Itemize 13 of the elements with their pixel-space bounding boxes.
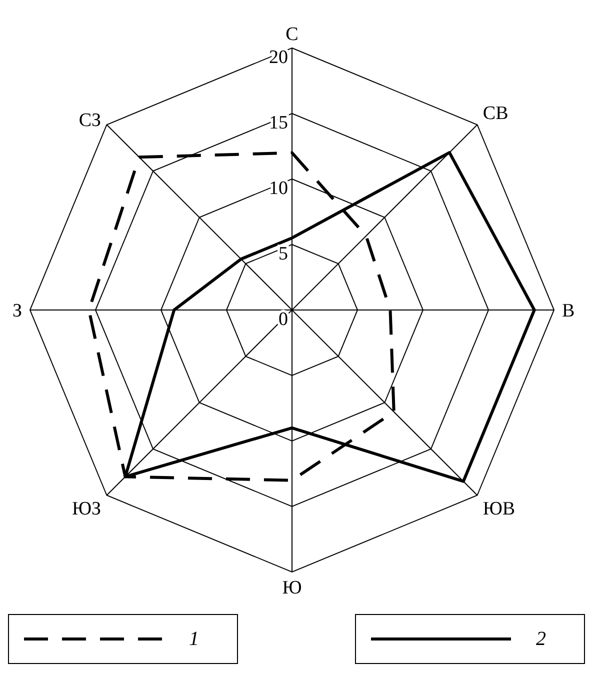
text: 1: [189, 628, 199, 650]
y-tick-label: 15: [269, 112, 288, 134]
spoke-label: В: [562, 300, 575, 322]
spoke-label: СЗ: [78, 110, 102, 131]
text: 2: [536, 628, 546, 650]
y-tick-label: 10: [269, 178, 288, 199]
spoke-label: З: [12, 300, 22, 322]
spoke-label: С: [286, 24, 298, 45]
spoke-label: Ю: [282, 577, 302, 598]
spoke-label: ЮЗ: [72, 498, 102, 520]
spoke-label: СВ: [482, 103, 508, 124]
y-tick-label: 5: [278, 243, 288, 264]
spoke-label: ЮВ: [482, 498, 516, 520]
